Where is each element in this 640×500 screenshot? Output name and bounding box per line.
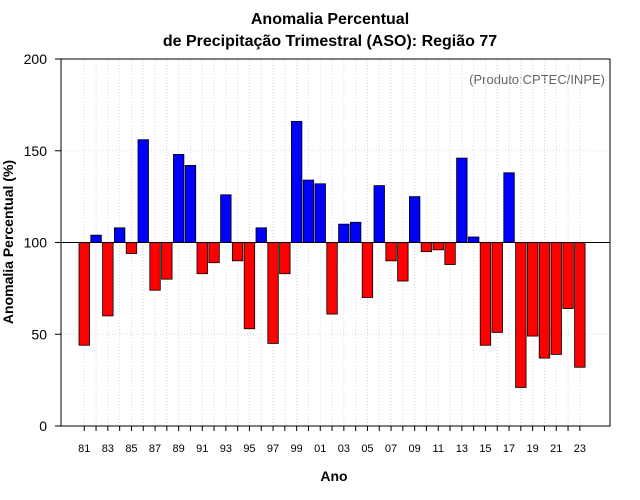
bar-2003 <box>338 223 350 243</box>
x-tick-label: 95 <box>243 443 255 455</box>
y-axis-label: Anomalia Percentual (%) <box>0 160 16 324</box>
bar-2001 <box>314 183 326 243</box>
bar-1998 <box>279 242 291 275</box>
x-tick-label: 99 <box>291 443 303 455</box>
x-tick-label: 23 <box>574 443 586 455</box>
x-tick-label: 11 <box>433 443 444 455</box>
bar-1984 <box>114 227 126 243</box>
bar-1990 <box>184 165 197 243</box>
bar-1993 <box>220 194 232 243</box>
x-tick-label: 03 <box>338 443 350 455</box>
bar-2020 <box>538 242 551 359</box>
bar-1989 <box>172 154 185 243</box>
bar-1985 <box>125 242 138 254</box>
x-tick-label: 15 <box>479 443 491 455</box>
bar-2014 <box>467 236 480 243</box>
x-tick-label: 83 <box>102 443 114 455</box>
y-tick-label: 50 <box>31 326 47 342</box>
x-tick-label: 87 <box>149 443 161 455</box>
bar-1997 <box>267 242 279 344</box>
axes: 0 50 100 150 200 81 83 85 87 89 91 93 95 97 99 01 03 05 07… <box>24 51 611 455</box>
bar-2019 <box>527 242 539 337</box>
bar-1983 <box>102 242 114 317</box>
bar-2009 <box>408 196 421 243</box>
x-tick-label: 93 <box>220 443 232 455</box>
bar-2002 <box>326 242 338 315</box>
chart-title-line2: de Precipitação Trimestral (ASO): Região… <box>163 33 497 50</box>
bar-2022 <box>562 242 574 309</box>
x-tick-label: 89 <box>173 443 185 455</box>
bar-2006 <box>373 185 385 243</box>
bar-2007 <box>385 242 397 262</box>
bar-2005 <box>361 242 374 298</box>
bar-2015 <box>479 242 492 346</box>
bars <box>78 120 586 388</box>
x-tick-label: 19 <box>527 443 539 455</box>
bar-2013 <box>456 157 468 243</box>
bar-2008 <box>397 242 409 282</box>
x-tick-label: 21 <box>550 443 562 455</box>
x-tick-label: 01 <box>314 443 326 455</box>
y-tick-label: 100 <box>24 235 48 251</box>
x-tick-label: 97 <box>267 443 279 455</box>
x-tick-label: 05 <box>361 443 373 455</box>
bar-1982 <box>90 234 102 243</box>
bar-1992 <box>208 242 220 264</box>
bar-2016 <box>491 242 503 333</box>
bar-2021 <box>550 242 562 355</box>
x-tick-label: 09 <box>409 443 421 455</box>
bar-1981 <box>78 242 90 346</box>
bar-2023 <box>574 242 586 368</box>
x-tick-label: 91 <box>196 443 208 455</box>
bar-1999 <box>290 120 303 243</box>
bar-2011 <box>432 242 444 251</box>
x-tick-label: 81 <box>78 443 90 455</box>
chart-title-line1: Anomalia Percentual <box>251 11 409 28</box>
x-tick-label: 13 <box>456 443 468 455</box>
bar-1994 <box>231 242 244 262</box>
bar-1988 <box>161 242 173 280</box>
bar-2018 <box>515 242 527 388</box>
x-tick-label: 17 <box>503 443 515 455</box>
bar-1996 <box>255 227 267 243</box>
x-tick-label: 85 <box>125 443 137 455</box>
bar-1991 <box>196 242 208 275</box>
y-tick-label: 150 <box>24 143 48 159</box>
product-credit: (Produto:CPTEC/INPE) <box>469 72 605 87</box>
bar-2012 <box>444 242 456 265</box>
x-axis-label: Ano <box>320 468 347 484</box>
x-tick-label: 07 <box>385 443 397 455</box>
bar-1987 <box>149 242 161 291</box>
bar-2004 <box>349 221 362 243</box>
y-tick-label: 0 <box>39 418 47 434</box>
bar-1986 <box>137 139 149 243</box>
bar-2017 <box>503 172 515 243</box>
bar-2010 <box>420 242 433 253</box>
y-tick-label: 200 <box>24 51 48 67</box>
bar-1995 <box>243 242 256 330</box>
bar-2000 <box>302 179 315 243</box>
